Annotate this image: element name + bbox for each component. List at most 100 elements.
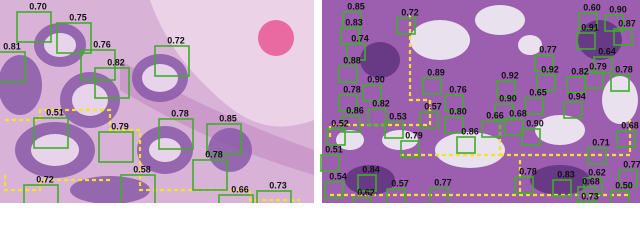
detection-box	[521, 128, 541, 146]
detection-box	[514, 176, 534, 194]
detection-box	[158, 118, 194, 150]
confidence-label: 0.87	[618, 18, 636, 28]
detection-box	[384, 121, 404, 139]
detection-box	[396, 17, 416, 35]
detection-box	[346, 43, 366, 61]
confidence-label: 0.64	[598, 46, 616, 56]
detection-box	[536, 74, 556, 92]
detection-box	[192, 159, 228, 191]
detection-box	[386, 188, 406, 203]
detection-box	[16, 11, 52, 43]
confidence-label: 0.66	[231, 184, 249, 194]
confidence-label: 0.78	[343, 84, 361, 94]
confidence-label: 0.86	[461, 126, 479, 136]
detection-box	[444, 94, 464, 112]
detection-box	[444, 116, 464, 134]
detection-box	[320, 154, 340, 172]
confidence-label: 0.58	[133, 164, 151, 174]
detection-box	[616, 130, 636, 148]
detection-box	[338, 94, 358, 112]
detection-box	[552, 179, 572, 197]
confidence-label: 0.84	[362, 164, 380, 174]
confidence-label: 0.57	[424, 101, 442, 111]
detection-box	[578, 12, 598, 30]
confidence-label: 0.70	[29, 1, 47, 11]
confidence-label: 0.78	[205, 149, 223, 159]
detection-box	[33, 117, 69, 149]
confidence-label: 0.57	[391, 178, 409, 188]
confidence-label: 0.80	[449, 106, 467, 116]
confidence-label: 0.78	[171, 108, 189, 118]
confidence-label: 0.90	[367, 74, 385, 84]
confidence-label: 0.79	[405, 130, 423, 140]
detection-box	[496, 80, 516, 98]
detection-box	[524, 97, 544, 115]
detection-box	[618, 169, 638, 187]
confidence-label: 0.52	[331, 118, 349, 128]
detection-box	[357, 174, 377, 192]
confidence-label: 0.71	[592, 137, 610, 147]
detection-box	[613, 28, 633, 46]
confidence-label: 0.86	[346, 105, 364, 115]
confidence-label: 0.83	[557, 169, 575, 179]
detection-box	[419, 111, 439, 129]
confidence-label: 0.68	[509, 108, 527, 118]
detection-box	[422, 77, 442, 95]
detection-box	[429, 187, 449, 203]
confidence-label: 0.68	[621, 120, 639, 130]
detection-box	[326, 128, 346, 146]
detection-box	[352, 197, 372, 203]
confidence-label: 0.89	[427, 67, 445, 77]
confidence-label: 0.72	[36, 174, 54, 184]
detection-box	[563, 101, 583, 119]
confidence-label: 0.94	[568, 91, 586, 101]
detection-box	[504, 118, 524, 136]
confidence-label: 0.51	[46, 107, 64, 117]
confidence-label: 0.68	[582, 176, 600, 186]
confidence-label: 0.60	[583, 2, 601, 12]
confidence-label: 0.65	[529, 87, 547, 97]
confidence-label: 0.83	[345, 17, 363, 27]
detection-box	[218, 194, 254, 203]
confidence-label: 0.53	[389, 111, 407, 121]
detection-box	[23, 184, 59, 203]
detection-box	[362, 84, 382, 102]
detection-box	[367, 108, 387, 126]
detection-box	[120, 174, 156, 203]
confidence-label: 0.73	[581, 191, 599, 201]
confidence-label: 0.82	[571, 66, 589, 76]
confidence-label: 0.82	[107, 57, 125, 67]
confidence-label: 0.62	[357, 187, 375, 197]
detection-box	[584, 71, 604, 89]
confidence-label: 0.92	[501, 70, 519, 80]
detection-box	[94, 67, 130, 99]
detection-box	[0, 51, 26, 83]
confidence-label: 0.73	[269, 180, 287, 190]
confidence-label: 0.85	[347, 1, 365, 11]
confidence-label: 0.66	[486, 110, 504, 120]
detection-box	[577, 186, 597, 203]
detection-box	[610, 74, 630, 92]
confidence-label: 0.76	[449, 84, 467, 94]
detection-box	[338, 65, 358, 83]
confidence-label: 0.77	[623, 159, 640, 169]
detection-box	[80, 49, 116, 81]
confidence-label: 0.90	[499, 93, 517, 103]
detection-box	[583, 177, 603, 195]
confidence-label: 0.54	[329, 171, 347, 181]
detection-box	[98, 131, 134, 163]
confidence-label: 0.92	[541, 64, 559, 74]
detection-box	[587, 147, 607, 165]
detection-box	[576, 201, 596, 203]
confidence-label: 0.79	[111, 121, 129, 131]
confidence-label: 0.85	[219, 113, 237, 123]
confidence-label: 0.74	[351, 33, 369, 43]
confidence-label: 0.82	[372, 98, 390, 108]
confidence-label: 0.72	[401, 7, 419, 17]
confidence-label: 0.77	[539, 44, 557, 54]
left-image	[0, 0, 314, 203]
detection-box	[400, 140, 420, 158]
confidence-label: 0.77	[434, 177, 452, 187]
confidence-label: 0.81	[3, 41, 21, 51]
detection-box	[494, 103, 514, 121]
